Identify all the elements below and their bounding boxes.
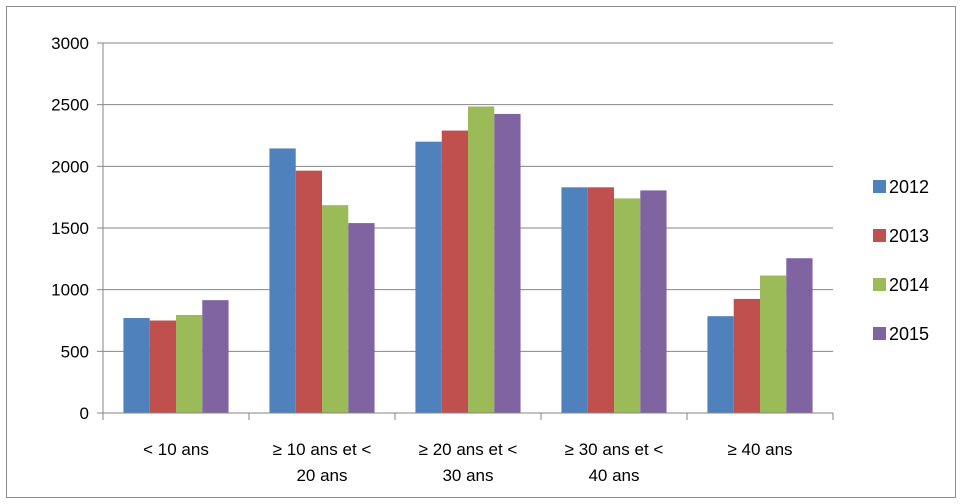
bar-2012-cat-3: [561, 187, 588, 413]
y-tick-label: 3000: [51, 34, 89, 53]
legend-label-2013: 2013: [889, 226, 929, 246]
bar-2012-cat-1: [269, 148, 296, 413]
y-tick-labels: 0 500 1000 1500 2000 2500 3000: [51, 34, 89, 423]
x-category-label: < 10 ans: [143, 440, 209, 459]
x-category-label: 40 ans: [588, 466, 639, 485]
x-category-label: ≥ 30 ans et <: [565, 440, 664, 459]
legend: 2012 2013 2014 2015: [873, 177, 929, 344]
bar-2013-cat-1: [295, 170, 322, 413]
legend-label-2012: 2012: [889, 177, 929, 197]
bar-2012-cat-4: [707, 316, 734, 413]
legend-swatch-2015: [873, 327, 886, 340]
bars: [123, 106, 813, 414]
legend-label-2015: 2015: [889, 324, 929, 344]
legend-swatch-2012: [873, 180, 886, 193]
bar-2013-cat-4: [733, 298, 760, 413]
y-tick-label: 2000: [51, 157, 89, 176]
bar-2014-cat-3: [614, 198, 641, 413]
bar-2012-cat-0: [123, 318, 150, 413]
y-tick-label: 0: [80, 404, 89, 423]
legend-swatch-2013: [873, 229, 886, 242]
x-category-labels: < 10 ans ≥ 10 ans et < 20 ans ≥ 20 ans et <…: [143, 440, 792, 485]
y-tick-label: 500: [61, 342, 89, 361]
bar-2015-cat-2: [494, 113, 521, 414]
bar-2013-cat-2: [441, 130, 468, 414]
bar-2015-cat-1: [348, 223, 375, 413]
bar-2013-cat-3: [587, 187, 614, 413]
x-category-label: 30 ans: [442, 466, 493, 485]
bar-2014-cat-2: [468, 106, 495, 414]
legend-swatch-2014: [873, 278, 886, 291]
bar-2015-cat-4: [786, 258, 813, 413]
x-category-label: ≥ 20 ans et <: [419, 440, 518, 459]
bar-2014-cat-1: [322, 205, 349, 413]
axes: [97, 42, 834, 420]
y-tick-label: 1500: [51, 219, 89, 238]
x-category-label: 20 ans: [296, 466, 347, 485]
y-tick-label: 2500: [51, 96, 89, 115]
bar-2014-cat-4: [760, 275, 787, 413]
bar-2014-cat-0: [176, 314, 203, 413]
y-tick-label: 1000: [51, 281, 89, 300]
bar-2015-cat-3: [640, 190, 667, 413]
bar-2012-cat-2: [415, 141, 442, 413]
x-category-label: ≥ 40 ans: [727, 440, 792, 459]
bar-2015-cat-0: [202, 300, 229, 413]
bar-2013-cat-0: [149, 320, 176, 413]
legend-label-2014: 2014: [889, 275, 929, 295]
x-category-label: ≥ 10 ans et <: [273, 440, 372, 459]
